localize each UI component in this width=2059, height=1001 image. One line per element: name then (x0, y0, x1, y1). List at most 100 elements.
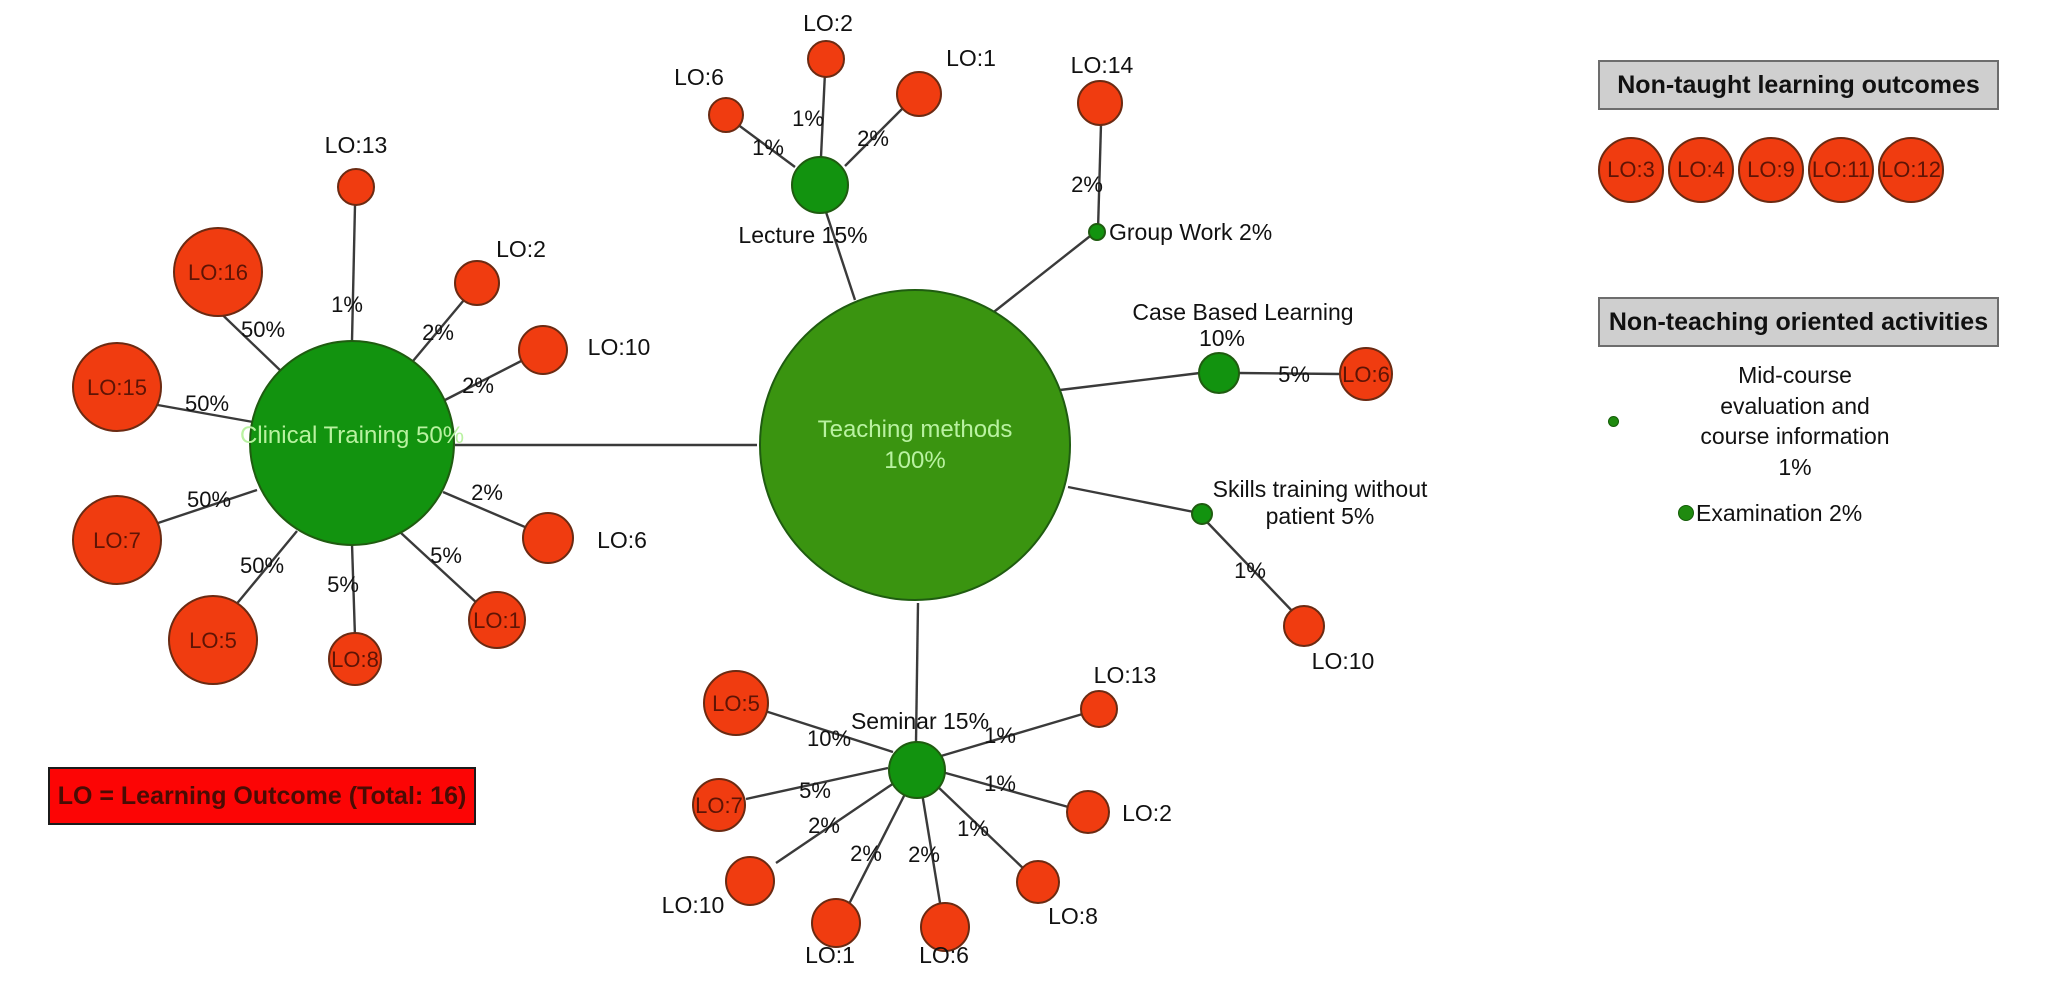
lo-node-sem-lo10[interactable] (725, 856, 775, 906)
lo-node-cbl-lo6-label: LO:6 (1342, 362, 1390, 387)
legend-activity-examination[interactable]: Examination 2% (1678, 498, 1862, 529)
edge-ct-lo2 (412, 293, 470, 362)
edge-weight-sem-lo8: 1% (957, 816, 989, 841)
edge-sem-lo2 (941, 770, 1073, 810)
node-case-based-learning-label-line1: Case Based Learning (1132, 299, 1353, 325)
lo-node-ct-lo8[interactable] (328, 632, 382, 686)
edge-weight-sem-lo5: 10% (807, 726, 851, 751)
lo-node-ct-lo7[interactable] (72, 495, 162, 585)
legend-activity-mid-course[interactable]: Mid-course evaluation and course informa… (1608, 360, 1998, 482)
legend-lo-chip[interactable]: LO:3 (1598, 137, 1664, 203)
node-clinical-training[interactable] (249, 340, 455, 546)
edge-sem-lo1 (846, 791, 908, 907)
edge-weight-ct-lo16: 50% (241, 317, 285, 342)
edge-ct-lo1 (400, 532, 479, 605)
edge-weight-sem-lo10: 2% (808, 813, 840, 838)
lo-node-ct-lo2[interactable] (454, 260, 500, 306)
legend-lo-chip[interactable]: LO:9 (1738, 137, 1804, 203)
legend-non-taught-items: LO:3 LO:4 LO:9 LO:11 LO:12 (1598, 135, 1999, 205)
lo-node-ct-lo16-label: LO:16 (188, 260, 248, 285)
lo-node-ct-lo5[interactable] (168, 595, 258, 685)
edge-weight-ct-lo1: 5% (430, 543, 462, 568)
edge-weight-sem-lo13: 1% (984, 723, 1016, 748)
lo-node-sem-lo10-label: LO:10 (662, 892, 725, 918)
legend-lo-chip-label: LO:9 (1747, 157, 1795, 182)
edge-layer (151, 71, 1342, 910)
lo-node-sem-lo5[interactable] (703, 670, 769, 736)
lo-node-cbl-lo6[interactable] (1339, 347, 1393, 401)
edge-weight-ct-lo8: 5% (327, 572, 359, 597)
lo-node-ct-lo7-label: LO:7 (93, 528, 141, 553)
lo-node-sem-lo2-label: LO:2 (1122, 800, 1172, 826)
legend-lo-chip-label: LO:3 (1607, 157, 1655, 182)
lo-node-sem-lo6[interactable] (920, 902, 970, 952)
edge-sem-lo13 (940, 711, 1087, 758)
legend-non-teaching-items: Mid-course evaluation and course informa… (1598, 360, 1999, 560)
legend-activity-mid-course-line1: Mid-course (1738, 362, 1852, 388)
edge-weight-sk-lo10: 1% (1234, 558, 1266, 583)
edge-weight-ct-lo13: 1% (331, 292, 363, 317)
lo-node-sk-lo10[interactable] (1283, 605, 1325, 647)
lo-node-lec-lo6[interactable] (708, 97, 744, 133)
lo-node-ct-lo1[interactable] (468, 591, 526, 649)
green-dot-icon (1608, 415, 1619, 427)
lo-node-ct-lo16[interactable] (173, 227, 263, 317)
lo-node-sem-lo8-label: LO:8 (1048, 903, 1098, 929)
lo-node-sem-lo13-label: LO:13 (1094, 662, 1157, 688)
edge-gw-lo14 (1096, 123, 1103, 231)
lo-node-ct-lo10[interactable] (518, 325, 568, 375)
legend-non-teaching-title: Non-teaching oriented activities (1608, 307, 1989, 336)
lo-node-sem-lo1[interactable] (811, 898, 861, 948)
lo-node-lec-lo1[interactable] (896, 71, 942, 117)
lo-node-ct-lo13[interactable] (337, 168, 375, 206)
legend-activity-mid-course-line4: 1% (1778, 453, 1812, 480)
lo-node-ct-lo15[interactable] (72, 342, 162, 432)
edge-ct-lo10 (444, 355, 530, 402)
node-teaching-methods[interactable] (759, 289, 1071, 601)
legend-lo-chip-label: LO:4 (1677, 157, 1725, 182)
edge-weight-layer: 50% 50% 50% 50% 1% 2% 2% 2% 5% 5% 1% 1% … (185, 106, 1310, 867)
lo-node-lec-lo6-label: LO:6 (674, 64, 724, 90)
edge-weight-ct-lo5: 50% (240, 553, 284, 578)
legend-lo-chip[interactable]: LO:12 (1878, 137, 1944, 203)
node-seminar-label: Seminar 15% (851, 708, 989, 734)
node-teaching-methods-label-line1: Teaching methods (818, 416, 1013, 443)
edge-sem-lo5 (764, 709, 894, 754)
edge-weight-lec-lo2: 1% (792, 106, 824, 131)
node-case-based-learning-label-line2: 10% (1199, 325, 1245, 351)
lo-key-label: LO = Learning Outcome (Total: 16) (57, 781, 467, 810)
lo-node-sem-lo8[interactable] (1016, 860, 1060, 904)
lo-node-lec-lo2[interactable] (807, 40, 845, 78)
node-skills-training[interactable] (1191, 503, 1213, 525)
edge-weight-ct-lo15: 50% (185, 391, 229, 416)
edge-root-cbl (1059, 371, 1201, 392)
lo-node-sk-lo10-label: LO:10 (1312, 648, 1375, 674)
lo-node-ct-lo5-label: LO:5 (189, 628, 237, 653)
edge-ct-lo15 (151, 402, 254, 424)
node-clinical-training-label: Clinical Training 50% (240, 422, 464, 449)
edge-root-seminar (914, 602, 920, 743)
lo-node-gw-lo14[interactable] (1077, 80, 1123, 126)
legend-lo-chip[interactable]: LO:11 (1808, 137, 1874, 203)
legend-non-taught-header: Non-taught learning outcomes (1598, 60, 1999, 110)
node-lecture[interactable] (791, 156, 849, 214)
edge-sem-lo7 (745, 766, 889, 801)
lo-node-sem-lo13[interactable] (1080, 690, 1118, 728)
node-group-work[interactable] (1088, 223, 1106, 241)
lo-node-ct-lo8-label: LO:8 (331, 647, 379, 672)
lo-node-ct-lo6[interactable] (522, 512, 574, 564)
edge-ct-lo13 (350, 204, 357, 342)
node-case-based-learning[interactable] (1198, 352, 1240, 394)
lo-node-sem-lo2[interactable] (1066, 790, 1110, 834)
legend-non-taught-title: Non-taught learning outcomes (1617, 70, 1980, 99)
lo-node-ct-lo2-label: LO:2 (496, 236, 546, 262)
legend-lo-chip[interactable]: LO:4 (1668, 137, 1734, 203)
lo-node-ct-lo15-label: LO:15 (87, 375, 147, 400)
lo-node-lec-lo1-label: LO:1 (946, 45, 996, 71)
legend-activity-mid-course-line3: course information (1700, 423, 1890, 450)
node-seminar[interactable] (888, 741, 946, 799)
lo-node-sem-lo7[interactable] (692, 778, 746, 832)
legend-lo-chip-label: LO:11 (1811, 157, 1871, 182)
edge-root-groupwork (989, 232, 1095, 316)
lo-node-sem-lo6-label: LO:6 (919, 942, 969, 968)
